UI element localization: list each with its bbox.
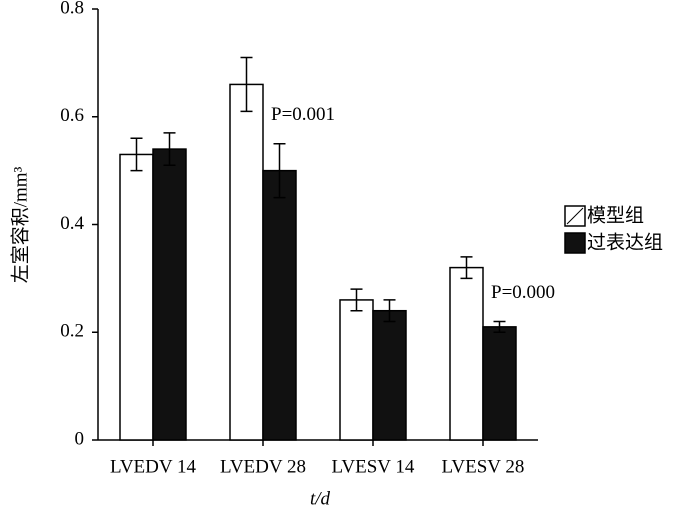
error-bar bbox=[383, 299, 396, 323]
x-tick-label: LVEDV 28 bbox=[220, 456, 306, 477]
bar bbox=[482, 326, 517, 441]
annotation: P=0.001 bbox=[271, 104, 335, 125]
y-tick-label: 0 bbox=[75, 428, 85, 449]
bar bbox=[152, 148, 187, 441]
error-bar bbox=[460, 256, 473, 280]
legend-slash bbox=[566, 207, 584, 225]
y-tick-label: 0.4 bbox=[60, 213, 84, 234]
bar bbox=[449, 266, 484, 441]
error-bar bbox=[240, 56, 253, 113]
bar bbox=[339, 299, 374, 441]
error-bar bbox=[350, 288, 363, 312]
error-bar bbox=[273, 142, 286, 199]
bar bbox=[262, 169, 297, 441]
error-bar bbox=[163, 132, 176, 166]
y-tick-label: 0.2 bbox=[60, 321, 84, 342]
legend-label: 过表达组 bbox=[587, 232, 663, 254]
x-axis-label: t/d bbox=[310, 488, 331, 509]
legend-swatch bbox=[564, 232, 586, 254]
y-axis-label: 左室容积/mm³ bbox=[9, 166, 31, 283]
bar bbox=[229, 83, 264, 441]
legend-label: 模型组 bbox=[587, 205, 644, 227]
error-bar bbox=[130, 137, 143, 172]
x-tick-label: LVESV 14 bbox=[332, 456, 415, 477]
x-tick-label: LVESV 28 bbox=[442, 456, 525, 477]
bar bbox=[119, 153, 154, 441]
y-tick-label: 0.6 bbox=[60, 105, 84, 126]
x-tick-label: LVEDV 14 bbox=[110, 456, 197, 477]
error-bar bbox=[493, 320, 506, 333]
bar bbox=[372, 309, 407, 441]
annotation: P=0.000 bbox=[491, 282, 555, 303]
y-tick-label: 0.8 bbox=[60, 0, 84, 18]
